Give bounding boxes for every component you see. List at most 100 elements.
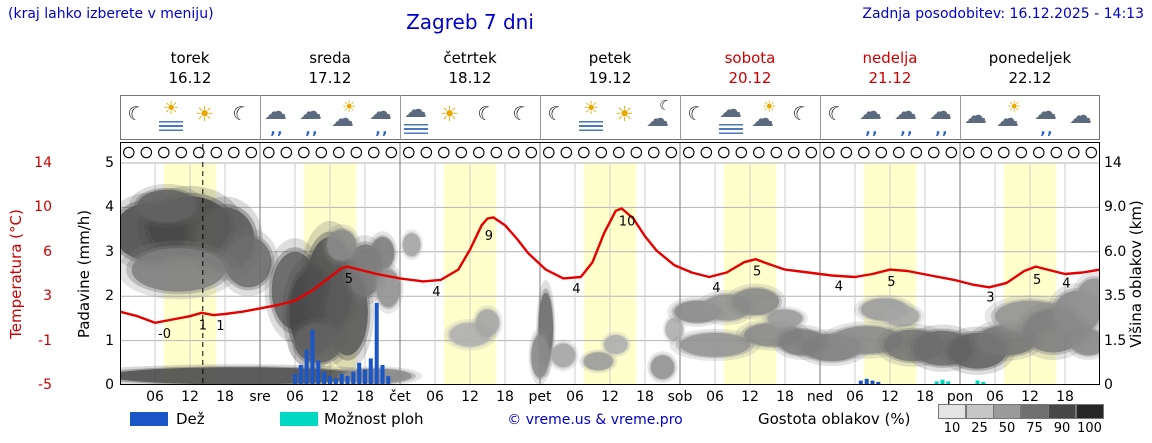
symbol-circle [455,146,468,159]
temperature-value-label: 10 [619,215,636,230]
rain-bar [870,380,875,385]
temperature-value-label: 4 [835,280,843,295]
x-hour-label: 12 [1021,389,1039,405]
moon-icon: ☾ [474,101,497,127]
symbol-circle [980,146,993,159]
x-hour-label: 06 [566,389,584,405]
day-header-četrtek: četrtek 18.12 [443,49,497,87]
cloud-height-tick: 0 [1104,377,1113,393]
showers-bar [981,381,986,385]
temperature-tick: 3 [43,288,52,305]
symbol-circle [648,146,660,159]
x-hour-label: 18 [1056,389,1074,405]
symbol-circle [420,146,433,159]
symbol-circle [123,146,135,159]
symbol-circle [928,146,940,159]
precipitation-axis-label: Padavine (mm/h) [75,209,93,339]
day-header-sreda: sreda 17.12 [308,49,352,87]
cloud-scale-value: 25 [971,421,988,436]
symbol-circle [525,146,538,159]
cloud-scale-value: 50 [998,421,1016,436]
symbol-circle [770,146,783,159]
sun-icon: ☀ [615,102,634,126]
symbol-circle [560,146,573,159]
cloud-height-tick: 3.5 [1104,288,1127,305]
cloud-density-label: Gostota oblakov (%) [758,410,911,428]
rain-bar [304,349,309,385]
day-separator [260,95,261,140]
symbol-circle [490,146,503,159]
x-hour-label: 18 [776,389,794,405]
x-day-label: pon [946,389,974,405]
symbol-circle [683,146,695,159]
cloud-scale-swatch [938,404,966,419]
cloud-scale-value: 10 [943,421,961,436]
symbol-circle [788,146,800,159]
rain-bar [316,360,321,385]
rain-bar [864,378,869,385]
cloud-height-tick: 1.5 [1104,332,1127,349]
day-separator [680,95,681,140]
temperature-value-label: 4 [432,285,440,300]
symbol-circle [175,146,188,159]
temperature-tick: -1 [38,332,52,349]
rain-cloud-icon: ☁ ‚‚ [264,99,287,138]
symbol-circle [1050,146,1063,159]
x-day-label: čet [389,389,411,405]
temperature-value-label: 4 [1062,277,1070,292]
rain-bar [876,381,881,385]
sun-cloud-icon: ☀ ☁ [751,97,777,132]
temperature-value-label: 1 [216,319,224,334]
x-hour-label: 12 [881,389,899,405]
symbol-circle [945,146,958,159]
symbol-circle [368,146,380,159]
rain-bar [322,371,327,385]
cloud-scale-value: 90 [1053,421,1071,436]
fog-sun-icon: ☀ [155,97,190,138]
page-title: Zagreb 7 dni [406,10,534,34]
symbol-circle [963,146,975,159]
copyright-link[interactable]: © vreme.us & vreme.pro [507,412,683,428]
showers-bar [975,380,980,385]
symbol-circle [1068,146,1080,159]
moon-icon: ☾ [684,101,707,127]
fog-cloud-icon: ☁ [400,97,435,138]
rain-bar [386,376,391,385]
symbol-circle [193,146,205,159]
sun-icon: ☀ [440,102,459,126]
temperature-value-label: 5 [1033,273,1041,288]
day-separator [400,95,401,140]
day-header-petek: petek 19.12 [588,49,632,87]
moon-icon: ☾ [229,101,252,127]
symbol-circle [630,146,643,159]
day-separator [540,95,541,140]
rain-cloud-icon: ☁ ‚‚ [894,99,917,138]
cloud-height-tick: 6.0 [1104,243,1127,260]
temperature-value-label: 5 [753,265,761,280]
moon-icon: ☾ [789,101,812,127]
rain-bar [374,302,379,385]
rain-bar [310,329,315,385]
temperature-tick: 10 [34,199,52,216]
symbol-circle [245,146,258,159]
temperature-value-label: 9 [485,229,493,244]
temperature-line [120,207,1100,324]
x-hour-label: 06 [286,389,304,405]
sun-icon: ☀ [195,102,214,126]
x-day-label: sob [667,389,693,405]
symbol-circle [718,146,730,159]
cloud-scale-swatch [1020,404,1049,419]
rain-bar [858,380,863,385]
weather-icon-strip-frame [120,95,1100,140]
moon-icon: ☾ [509,101,532,127]
rain-legend-label: Dež [176,410,205,428]
rain-cloud-icon: ☁ ‚‚ [1034,99,1057,138]
temperature-value-label: 4 [572,282,580,297]
temperature-tick: -5 [38,377,52,393]
temperature-value-label: 5 [887,275,895,290]
symbol-circle [910,146,923,159]
symbol-circle [158,146,170,159]
x-hour-label: 06 [846,389,864,405]
rain-cloud-icon: ☁ ‚‚ [299,99,322,138]
x-hour-label: 06 [146,389,164,405]
